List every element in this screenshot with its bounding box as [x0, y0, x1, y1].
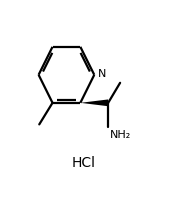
Text: N: N — [98, 69, 106, 79]
Polygon shape — [80, 99, 108, 106]
Text: HCl: HCl — [72, 156, 96, 170]
Text: NH₂: NH₂ — [109, 130, 131, 140]
